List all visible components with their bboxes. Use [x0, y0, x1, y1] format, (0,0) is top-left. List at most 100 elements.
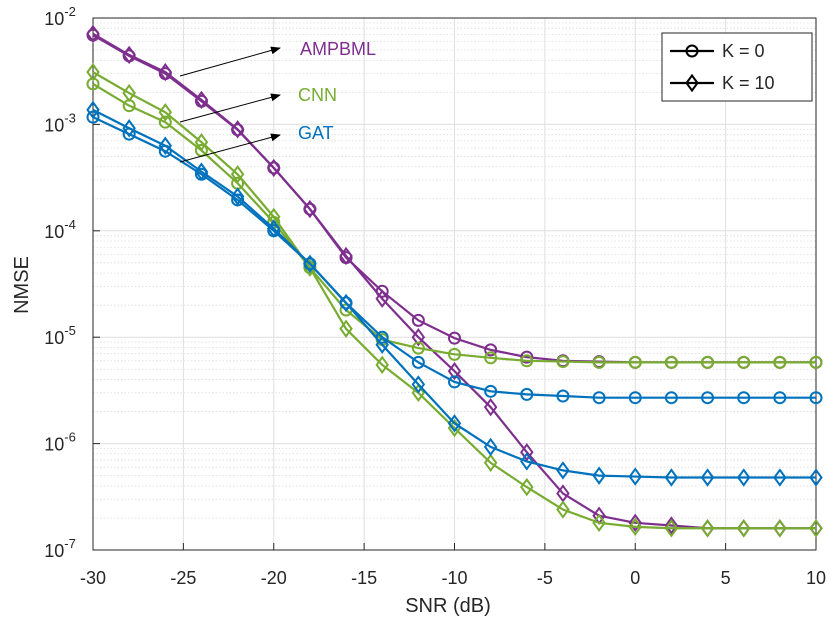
- circle-marker: [520, 387, 534, 401]
- legend-label: K = 10: [722, 73, 775, 93]
- diamond-marker: [556, 461, 570, 480]
- diamond-marker: [411, 375, 426, 394]
- diamond-marker: [447, 414, 462, 433]
- diamond-marker: [592, 466, 606, 485]
- diamond-marker: [628, 517, 642, 537]
- diamond-marker: [339, 319, 353, 338]
- y-tick-base: 10: [44, 115, 64, 135]
- circle-marker: [411, 355, 425, 369]
- circle-marker: [411, 341, 425, 355]
- circle-marker: [484, 384, 498, 398]
- circle-marker: [592, 355, 606, 369]
- annotation: GAT: [298, 123, 334, 143]
- y-tick-exponent: -7: [64, 536, 76, 551]
- x-tick-label: -20: [261, 568, 287, 588]
- y-tick-label: 10-3: [44, 110, 76, 135]
- diamond-marker: [158, 103, 173, 122]
- circle-marker: [701, 391, 715, 405]
- y-axis-label: NMSE: [11, 256, 33, 314]
- diamond-marker: [809, 468, 823, 487]
- circle-marker: [448, 375, 461, 389]
- diamond-marker: [628, 467, 642, 486]
- diamond-marker: [230, 187, 245, 206]
- x-axis-label: SNR (dB): [405, 595, 491, 617]
- diamond-marker: [230, 165, 245, 184]
- diamond-marker: [664, 519, 679, 538]
- diamond-marker: [339, 246, 353, 266]
- diamond-marker: [483, 397, 498, 417]
- circle-marker: [484, 351, 498, 365]
- series-line: [92, 83, 816, 364]
- circle-marker: [448, 347, 461, 361]
- annotation-arrow: [179, 93, 281, 123]
- diamond-marker: [592, 513, 606, 533]
- x-tick-label: -15: [351, 568, 377, 588]
- circle-marker: [411, 313, 425, 327]
- series-line: [92, 108, 816, 479]
- diamond-marker: [86, 24, 100, 44]
- annotation-arrow: [179, 46, 281, 77]
- diamond-marker: [628, 513, 642, 533]
- circle-marker: [809, 355, 823, 369]
- annotation: AMPBML: [300, 39, 376, 59]
- diamond-marker: [303, 254, 317, 273]
- x-tick-label: -10: [441, 568, 467, 588]
- diamond-marker: [700, 519, 715, 538]
- y-tick-label: 10-4: [44, 217, 76, 242]
- diamond-marker: [411, 328, 426, 347]
- diamond-marker: [267, 219, 281, 238]
- x-tick-label: 10: [806, 568, 826, 588]
- circle-marker: [86, 110, 100, 124]
- annotation-arrow: [179, 133, 281, 163]
- annotation: CNN: [298, 85, 337, 105]
- circle-marker: [737, 391, 751, 405]
- diamond-marker: [158, 62, 173, 82]
- legend-box: [661, 32, 813, 102]
- plot-frame: [92, 17, 817, 551]
- diamond-marker: [86, 62, 100, 82]
- diamond-marker: [520, 452, 534, 471]
- diamond-marker: [375, 289, 389, 308]
- diamond-marker: [556, 500, 570, 519]
- diamond-marker: [773, 468, 787, 487]
- y-tick-exponent: -3: [64, 110, 76, 125]
- diamond-marker: [230, 120, 245, 139]
- y-tick-base: 10: [44, 222, 64, 242]
- x-tick-label: 0: [630, 568, 640, 588]
- circle-marker: [628, 355, 642, 369]
- diamond-marker: [773, 519, 787, 538]
- circle-marker: [158, 115, 172, 129]
- y-tick-base: 10: [44, 435, 64, 455]
- diamond-marker: [122, 45, 136, 65]
- circle-marker: [809, 391, 823, 405]
- diamond-marker: [736, 519, 751, 538]
- y-tick-exponent: -4: [64, 217, 76, 232]
- y-tick-exponent: -5: [64, 323, 76, 338]
- y-tick-base: 10: [44, 9, 64, 29]
- circle-marker: [737, 355, 751, 369]
- y-tick-base: 10: [44, 541, 64, 561]
- diamond-marker: [685, 73, 699, 93]
- diamond-marker: [86, 100, 100, 120]
- y-tick-label: 10-6: [44, 430, 76, 455]
- circle-marker: [664, 391, 678, 405]
- circle-marker: [520, 354, 534, 368]
- diamond-marker: [303, 199, 317, 219]
- diamond-marker: [809, 519, 823, 538]
- diamond-marker: [375, 335, 389, 354]
- diamond-marker: [447, 361, 462, 381]
- diamond-marker: [664, 516, 679, 535]
- diamond-marker: [339, 293, 353, 313]
- diamond-marker: [483, 437, 498, 457]
- circle-marker: [773, 391, 787, 405]
- circle-marker: [628, 391, 642, 405]
- x-tick-label: 5: [721, 568, 731, 588]
- diamond-marker: [411, 383, 426, 403]
- series-line: [92, 116, 816, 399]
- diamond-marker: [194, 162, 209, 181]
- diamond-marker: [520, 443, 534, 462]
- diamond-marker: [375, 355, 389, 375]
- diamond-marker: [664, 468, 679, 487]
